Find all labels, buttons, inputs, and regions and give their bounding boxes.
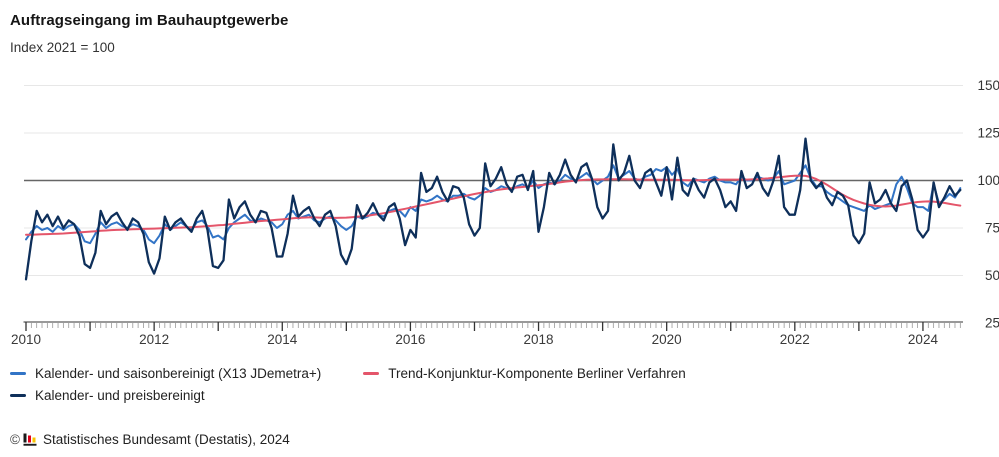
chart-context-menu-button[interactable] <box>984 25 999 47</box>
svg-text:2010: 2010 <box>11 332 41 347</box>
legend-item-trend[interactable]: Trend-Konjunktur-Komponente Berliner Ver… <box>363 366 686 381</box>
chart-subtitle: Index 2021 = 100 <box>10 40 115 55</box>
svg-text:2024: 2024 <box>908 332 939 347</box>
destatis-logo-icon <box>23 433 37 446</box>
svg-text:2016: 2016 <box>395 332 425 347</box>
legend-item-preisbereinigt[interactable]: Kalender- und preisbereinigt <box>10 388 205 403</box>
svg-text:100: 100 <box>977 173 999 188</box>
svg-text:2014: 2014 <box>267 332 298 347</box>
svg-text:125: 125 <box>977 126 999 141</box>
source-text: Statistisches Bundesamt (Destatis), 2024 <box>42 431 290 447</box>
navy-line-swatch-icon <box>10 394 26 397</box>
chart-title: Auftragseingang im Bauhauptgewerbe <box>10 12 289 29</box>
svg-text:50: 50 <box>985 268 999 283</box>
blue-line-swatch-icon <box>10 372 26 375</box>
copyright-symbol: © <box>10 431 20 447</box>
svg-text:2022: 2022 <box>780 332 810 347</box>
source-line: © Statistisches Bundesamt (Destatis), 20… <box>10 431 290 447</box>
svg-text:2018: 2018 <box>524 332 554 347</box>
svg-text:25: 25 <box>985 316 999 331</box>
svg-text:75: 75 <box>985 221 999 236</box>
red-line-swatch-icon <box>363 372 380 375</box>
chart-legend: Kalender- und saisonbereinigt (X13 JDeme… <box>10 366 870 410</box>
legend-label: Trend-Konjunktur-Komponente Berliner Ver… <box>388 366 686 381</box>
svg-text:150: 150 <box>977 78 999 93</box>
legend-label: Kalender- und saisonbereinigt (X13 JDeme… <box>35 366 322 381</box>
svg-text:2012: 2012 <box>139 332 169 347</box>
legend-label: Kalender- und preisbereinigt <box>35 388 205 403</box>
svg-text:2020: 2020 <box>652 332 682 347</box>
legend-item-saisonbereinigt[interactable]: Kalender- und saisonbereinigt (X13 JDeme… <box>10 366 321 381</box>
